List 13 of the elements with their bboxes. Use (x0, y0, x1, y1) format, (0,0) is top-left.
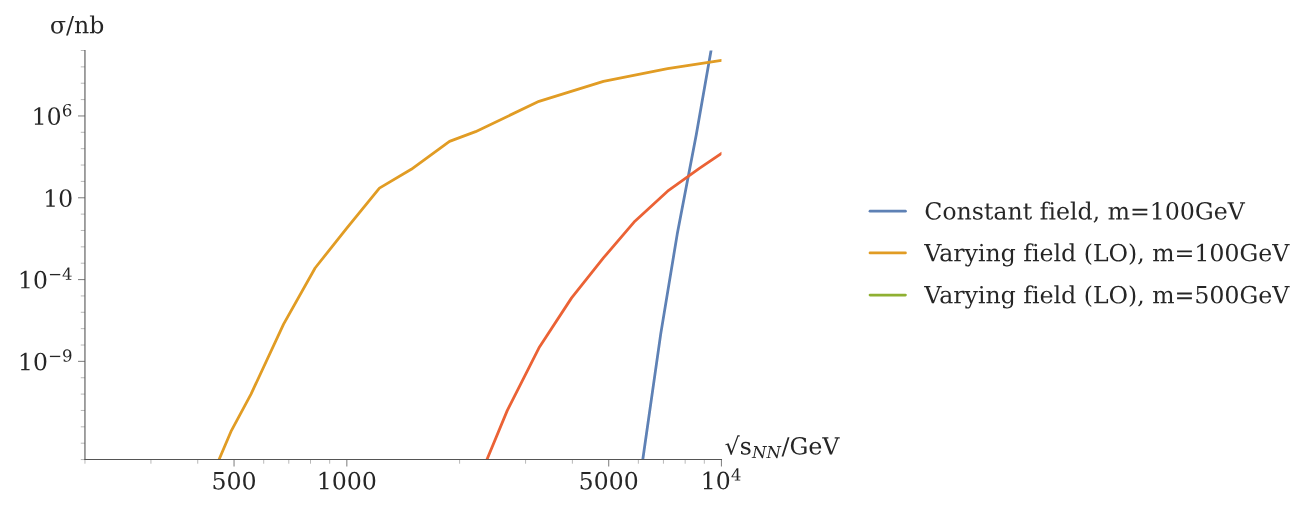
legend-label: Varying field (LO), m=100GeV (924, 243, 1290, 267)
y-tick-label: 10$^{6}$ (34, 103, 72, 126)
x-tick-label: 500 (213, 471, 256, 490)
y-tick-label: 10$^{−9}$ (20, 349, 72, 371)
x-axis-title: √s$_{NN}$/GeV (725, 435, 840, 459)
y-tick-label: 10 (45, 189, 72, 208)
x-tick-label: 5000 (580, 471, 638, 490)
x-tick-label: 1000 (319, 471, 376, 490)
legend-label: Constant field, m=100GeV (925, 201, 1246, 223)
legend-label: Varying field (LO), m=500GeV (924, 285, 1290, 309)
x-tick-label: 10$^{4}$ (703, 468, 741, 490)
y-axis-title: σ/nb (51, 15, 104, 36)
y-tick-label: 10$^{−4}$ (20, 267, 72, 289)
